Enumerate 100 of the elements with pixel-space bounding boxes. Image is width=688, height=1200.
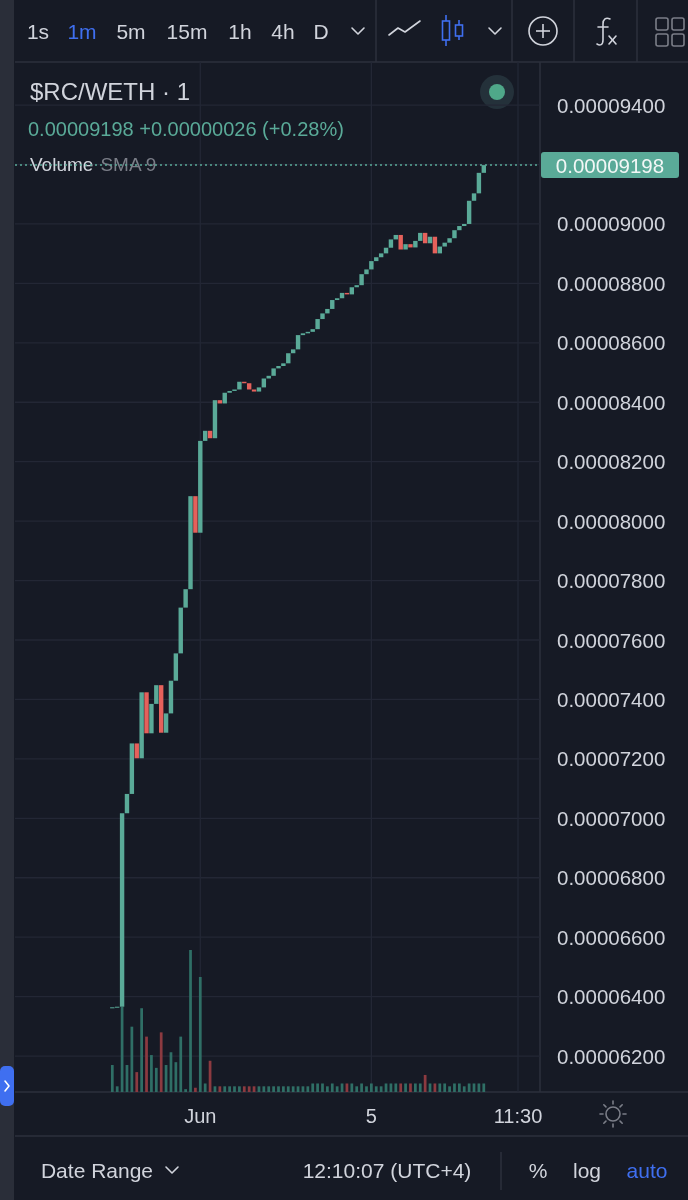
- candlestick: [198, 440, 203, 533]
- bar: [311, 1083, 315, 1092]
- bar: [399, 1083, 403, 1092]
- bar: [203, 1083, 207, 1092]
- candlestick: [149, 703, 154, 734]
- bar: [438, 1083, 442, 1092]
- bar: [267, 1086, 271, 1092]
- y-tick-label: 0.00007400: [557, 687, 666, 711]
- candlestick: [452, 230, 457, 239]
- y-tick-label: 0.00008000: [557, 509, 666, 533]
- candlestick: [418, 232, 423, 241]
- bar: [135, 1072, 139, 1092]
- bar: [453, 1083, 456, 1092]
- bar: [228, 1086, 231, 1092]
- bar: [145, 1036, 148, 1092]
- bar: [247, 1086, 251, 1092]
- candlestick: [349, 287, 355, 295]
- candlestick: [471, 193, 477, 201]
- text: 5m: [116, 19, 146, 43]
- candlestick: [163, 713, 169, 733]
- y-tick-label: 0.00007600: [557, 628, 666, 652]
- candlestick: [300, 333, 306, 336]
- bar: [150, 1055, 153, 1092]
- x-tick-label: Jun: [184, 1105, 217, 1127]
- candlestick: [466, 200, 472, 224]
- text: log: [572, 1158, 602, 1182]
- candlestick: [442, 242, 447, 247]
- bar: [443, 1083, 447, 1092]
- candlestick: [369, 261, 374, 270]
- bar: [321, 1083, 324, 1092]
- bar: [174, 1062, 178, 1092]
- candlestick: [261, 378, 267, 388]
- y-tick-label: 0.00006600: [557, 925, 666, 949]
- bar: [140, 1008, 143, 1092]
- candlestick: [193, 496, 198, 533]
- bar: [394, 1083, 398, 1092]
- candlestick: [183, 589, 188, 608]
- candlestick: [413, 240, 418, 248]
- bar: [462, 1086, 466, 1092]
- candlestick: [256, 387, 262, 392]
- bar: [223, 1086, 227, 1092]
- bar: [272, 1086, 275, 1092]
- bar: [291, 1086, 295, 1092]
- text: 15m: [166, 19, 208, 43]
- candlestick: [374, 257, 379, 262]
- candlestick: [188, 496, 193, 590]
- candlestick: [290, 349, 296, 354]
- chart-subtitle: SMA 9: [100, 154, 157, 175]
- y-tick-label: 0.00007800: [557, 569, 666, 593]
- candlestick: [378, 253, 384, 258]
- bar: [218, 1086, 222, 1092]
- candlestick: [144, 692, 149, 734]
- bar: [316, 1083, 319, 1092]
- bar: [374, 1086, 378, 1092]
- bar: [355, 1086, 359, 1092]
- candlestick: [281, 363, 286, 367]
- bar: [448, 1086, 451, 1092]
- candlestick: [134, 743, 139, 759]
- text: %: [528, 1158, 548, 1182]
- bar: [370, 1083, 373, 1092]
- bar: [262, 1086, 266, 1092]
- candlestick: [237, 381, 242, 390]
- candlestick: [139, 692, 144, 759]
- chart-title: Volume: [30, 154, 94, 175]
- candlestick: [173, 653, 179, 681]
- candlestick: [129, 743, 135, 794]
- bar: [360, 1083, 363, 1092]
- bar: [115, 1086, 119, 1092]
- bar: [194, 1087, 197, 1092]
- bar: [457, 1083, 461, 1092]
- candlestick: [315, 319, 320, 330]
- y-tick-label: 0.00008400: [557, 390, 666, 414]
- bar: [326, 1086, 329, 1092]
- text: 1m: [67, 19, 97, 43]
- candlestick: [388, 239, 394, 248]
- text: 1s: [26, 19, 50, 43]
- candlestick: [398, 234, 403, 250]
- candlestick: [178, 607, 183, 654]
- bar: [159, 1032, 163, 1092]
- text: 0.00009198 +0.00000026 (+0.28%): [28, 118, 344, 140]
- candlestick: [330, 300, 335, 309]
- bar: [242, 1086, 246, 1092]
- candlestick: [447, 238, 452, 243]
- candlestick: [325, 308, 330, 314]
- text: 1h: [228, 19, 252, 43]
- bar: [282, 1086, 285, 1092]
- y-tick-label: 0.00006800: [557, 866, 666, 890]
- y-tick-label: 0.00008600: [557, 331, 666, 355]
- bar: [379, 1086, 383, 1092]
- candlestick: [158, 685, 164, 733]
- bar: [238, 1086, 241, 1092]
- candlestick: [251, 389, 257, 392]
- bar: [189, 950, 192, 1092]
- ref-line-label: 0.00009198: [555, 153, 665, 177]
- candlestick: [154, 685, 159, 704]
- candlestick: [364, 269, 369, 275]
- candlestick: [359, 274, 364, 286]
- bar: [179, 1036, 183, 1092]
- bar: [414, 1083, 417, 1092]
- bar: [198, 976, 202, 1092]
